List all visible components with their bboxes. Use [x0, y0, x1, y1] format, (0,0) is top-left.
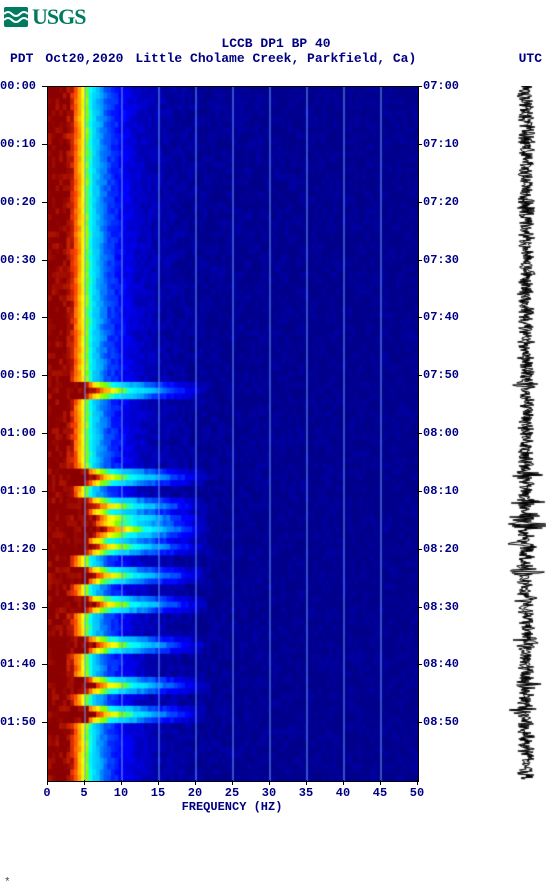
spectrogram-plot: [47, 86, 419, 782]
x-axis-label: FREQUENCY (HZ): [47, 800, 417, 814]
y-tick-right: 08:20: [423, 542, 459, 556]
y-tick-right: 08:40: [423, 657, 459, 671]
usgs-logo: USGS: [4, 4, 85, 30]
y-tick-left: 01:10: [0, 484, 36, 498]
y-axis-right: 07:0007:1007:2007:3007:4007:5008:0008:10…: [417, 86, 467, 780]
x-tick-label: 20: [188, 786, 202, 800]
y-tick-left: 01:40: [0, 657, 36, 671]
station-name: Little Cholame Creek, Parkfield, Ca): [135, 51, 416, 66]
tz-right: UTC: [519, 51, 542, 66]
meta-line: PDT Oct20,2020 Little Cholame Creek, Par…: [10, 51, 542, 66]
y-tick-right: 07:50: [423, 368, 459, 382]
y-tick-left: 00:10: [0, 137, 36, 151]
y-tick-left: 01:20: [0, 542, 36, 556]
y-tick-right: 07:30: [423, 253, 459, 267]
x-tick-label: 10: [114, 786, 128, 800]
y-tick-left: 00:00: [0, 79, 36, 93]
usgs-wave-icon: [4, 7, 28, 27]
y-tick-left: 00:50: [0, 368, 36, 382]
y-tick-left: 00:30: [0, 253, 36, 267]
y-tick-right: 08:30: [423, 600, 459, 614]
y-tick-left: 01:50: [0, 715, 36, 729]
y-tick-right: 07:10: [423, 137, 459, 151]
x-tick-label: 25: [225, 786, 239, 800]
x-tick-label: 35: [299, 786, 313, 800]
x-axis: 05101520253035404550: [47, 780, 417, 794]
spectrogram-canvas: [48, 87, 418, 781]
x-tick-label: 0: [43, 786, 50, 800]
x-tick-label: 5: [80, 786, 87, 800]
y-tick-right: 08:00: [423, 426, 459, 440]
y-axis-left: 00:0000:1000:2000:3000:4000:5001:0001:10…: [0, 86, 47, 780]
trace-canvas: [506, 86, 546, 780]
y-tick-left: 00:20: [0, 195, 36, 209]
y-tick-right: 08:10: [423, 484, 459, 498]
date: Oct20,2020: [45, 51, 123, 66]
x-tick-label: 50: [410, 786, 424, 800]
y-tick-left: 01:30: [0, 600, 36, 614]
x-tick-label: 30: [262, 786, 276, 800]
y-tick-right: 07:00: [423, 79, 459, 93]
footnote-asterisk: *: [4, 877, 11, 889]
y-tick-right: 08:50: [423, 715, 459, 729]
y-tick-left: 00:40: [0, 310, 36, 324]
plot-title: LCCB DP1 BP 40: [0, 36, 552, 51]
y-tick-left: 01:00: [0, 426, 36, 440]
seismic-trace: [506, 86, 546, 780]
tz-left: PDT: [10, 51, 33, 66]
y-tick-right: 07:20: [423, 195, 459, 209]
usgs-text: USGS: [32, 4, 85, 30]
y-tick-right: 07:40: [423, 310, 459, 324]
x-tick-label: 45: [373, 786, 387, 800]
x-tick-label: 40: [336, 786, 350, 800]
x-tick-label: 15: [151, 786, 165, 800]
